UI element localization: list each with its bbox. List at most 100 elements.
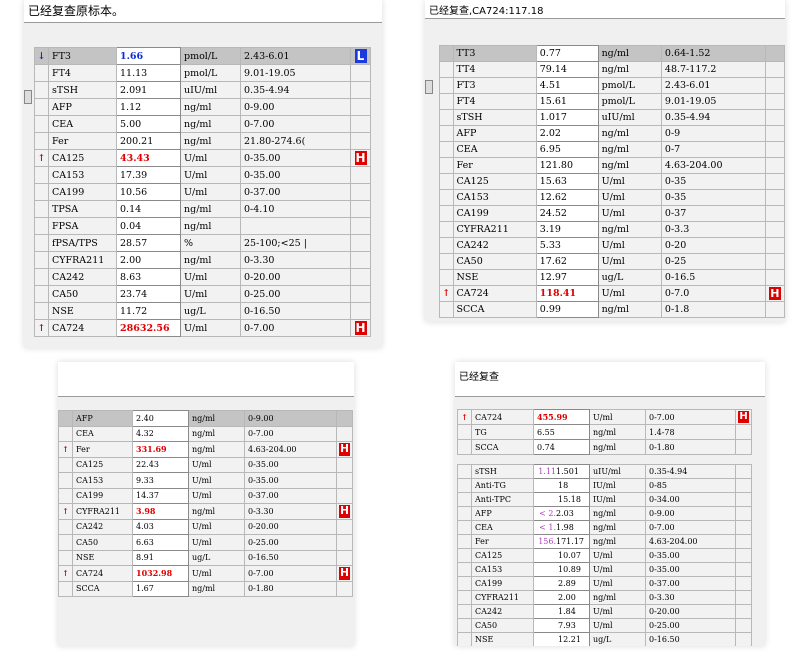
result-row-ca724[interactable]: ↑ CA724 1032.98 U/ml 0-7.00 H (58, 565, 353, 582)
test-value[interactable]: < 1.1.98 (533, 520, 590, 535)
test-value[interactable]: 79.14 (535, 61, 599, 78)
test-value[interactable]: 331.69 (132, 441, 189, 458)
result-row-ca242[interactable]: CA242 5.33 U/ml 0-20 (439, 237, 785, 254)
result-row-cea[interactable]: CEA 4.32 ng/ml 0-7.00 (58, 425, 353, 442)
result-row-cea[interactable]: CEA 5.00 ng/ml 0-7.00 (34, 115, 371, 133)
result-row-ca153[interactable]: CA153 9.33 U/ml 0-35.00 (58, 472, 353, 489)
result-row-tt4[interactable]: TT4 79.14 ng/ml 48.7-117.2 (439, 61, 785, 78)
test-value[interactable]: 5.33 (535, 237, 599, 254)
result-row-fer[interactable]: ↑ Fer 331.69 ng/ml 4.63-204.00 H (58, 441, 353, 458)
result-row-tpsa[interactable]: TPSA 0.14 ng/ml 0-4.10 (34, 200, 371, 218)
result-row-cyfra211[interactable]: ↑ CYFRA211 3.98 ng/ml 0-3.30 H (58, 503, 353, 520)
test-value[interactable]: 200.21 (116, 132, 181, 150)
test-value[interactable]: 11.72 (116, 302, 181, 320)
result-row-ca153[interactable]: CA153 10.89 U/ml 0-35.00 (457, 562, 752, 577)
test-value[interactable]: 22.43 (132, 456, 189, 473)
result-row-ca125[interactable]: CA125 10.07 U/ml 0-35.00 (457, 548, 752, 563)
result-row-nse[interactable]: NSE 8.91 ug/L 0-16.50 (58, 549, 353, 566)
result-row-cyfra211[interactable]: CYFRA211 3.19 ng/ml 0-3.3 (439, 221, 785, 238)
result-row-ca724[interactable]: ↑ CA724 455.99 U/ml 0-7.00 H (457, 409, 752, 425)
test-value[interactable]: 14.37 (132, 487, 189, 504)
test-value[interactable]: 10.56 (116, 183, 181, 201)
result-row-ca724[interactable]: ↑ CA724 28632.56 U/ml 0-7.00 H (34, 319, 371, 337)
result-row-ca50[interactable]: CA50 6.63 U/ml 0-25.00 (58, 534, 353, 551)
test-value[interactable]: 2.00 (116, 251, 181, 269)
result-row-cyfra211[interactable]: CYFRA211 2.00 ng/ml 0-3.30 (457, 590, 752, 605)
result-row-stsh[interactable]: sTSH 2.091 uIU/ml 0.35-4.94 (34, 81, 371, 99)
test-value[interactable]: 1.111.501 (533, 464, 590, 479)
test-value[interactable]: 1.12 (116, 98, 181, 116)
result-row-ft4[interactable]: FT4 11.13 pmol/L 9.01-19.05 (34, 64, 371, 82)
test-value[interactable]: 2.091 (116, 81, 181, 99)
test-value[interactable]: 3.19 (535, 221, 599, 238)
result-row-fer[interactable]: Fer 156.171.17 ng/ml 4.63-204.00 (457, 534, 752, 549)
result-row-ca199[interactable]: CA199 2.89 U/ml 0-37.00 (457, 576, 752, 591)
test-value[interactable]: 6.55 (533, 424, 590, 440)
result-row-tg[interactable]: TG 6.55 ng/ml 1.4-78 (457, 424, 752, 440)
test-value[interactable]: 2.00 (533, 590, 590, 605)
result-row-ft3[interactable]: ↓ FT3 1.66 pmol/L 2.43-6.01 L (34, 47, 371, 65)
test-value[interactable]: 12.21 (533, 632, 590, 646)
test-value[interactable]: 6.63 (132, 534, 189, 551)
test-value[interactable]: 17.62 (535, 253, 599, 270)
test-value[interactable]: 4.32 (132, 425, 189, 442)
result-row-ca125[interactable]: ↑ CA125 43.43 U/ml 0-35.00 H (34, 149, 371, 167)
test-value[interactable]: 28.57 (116, 234, 181, 252)
result-row-afp[interactable]: AFP < 2.2.03 ng/ml 0-9.00 (457, 506, 752, 521)
test-value[interactable]: 1.66 (116, 47, 181, 65)
result-row-afp[interactable]: AFP 1.12 ng/ml 0-9.00 (34, 98, 371, 116)
test-value[interactable]: 2.89 (533, 576, 590, 591)
result-row-nse[interactable]: NSE 12.97 ug/L 0-16.5 (439, 269, 785, 286)
result-row-ca125[interactable]: CA125 15.63 U/ml 0-35 (439, 173, 785, 190)
test-value[interactable]: 1032.98 (132, 565, 189, 582)
test-value[interactable]: 1.017 (535, 109, 599, 126)
result-row-stsh[interactable]: sTSH 1.017 uIU/ml 0.35-4.94 (439, 109, 785, 126)
result-row-ca199[interactable]: CA199 14.37 U/ml 0-37.00 (58, 487, 353, 504)
left-scroll-handle[interactable] (24, 90, 32, 104)
result-row-scca[interactable]: SCCA 1.67 ng/ml 0-1.80 (58, 580, 353, 597)
test-value[interactable]: 10.89 (533, 562, 590, 577)
test-value[interactable]: 23.74 (116, 285, 181, 303)
test-value[interactable]: 8.63 (116, 268, 181, 286)
test-value[interactable]: 121.80 (535, 157, 599, 174)
test-value[interactable]: 8.91 (132, 549, 189, 566)
result-row-ca50[interactable]: CA50 17.62 U/ml 0-25 (439, 253, 785, 270)
test-value[interactable]: 0.04 (116, 217, 181, 235)
test-value[interactable]: 3.98 (132, 503, 189, 520)
result-row-ca125[interactable]: CA125 22.43 U/ml 0-35.00 (58, 456, 353, 473)
result-row-afp[interactable]: AFP 2.02 ng/ml 0-9 (439, 125, 785, 142)
result-row-anti-tpc[interactable]: Anti-TPC 15.18 IU/ml 0-34.00 (457, 492, 752, 507)
result-row-nse[interactable]: NSE 12.21 ug/L 0-16.50 (457, 632, 752, 646)
test-value[interactable]: 43.43 (116, 149, 181, 167)
test-value[interactable]: 9.33 (132, 472, 189, 489)
result-row-ca50[interactable]: CA50 23.74 U/ml 0-25.00 (34, 285, 371, 303)
result-row-ca153[interactable]: CA153 12.62 U/ml 0-35 (439, 189, 785, 206)
result-row-ca199[interactable]: CA199 10.56 U/ml 0-37.00 (34, 183, 371, 201)
result-row-scca[interactable]: SCCA 0.99 ng/ml 0-1.8 (439, 301, 785, 318)
test-value[interactable]: 2.02 (535, 125, 599, 142)
test-value[interactable]: 4.51 (535, 77, 599, 94)
test-value[interactable]: 455.99 (533, 409, 590, 425)
test-value[interactable]: 12.62 (535, 189, 599, 206)
test-value[interactable]: 1.84 (533, 604, 590, 619)
result-row-afp[interactable]: AFP 2.40 ng/ml 0-9.00 (58, 410, 353, 427)
test-value[interactable]: 10.07 (533, 548, 590, 563)
result-row-ca724[interactable]: ↑ CA724 118.41 U/ml 0-7.0 H (439, 285, 785, 302)
result-row-nse[interactable]: NSE 11.72 ug/L 0-16.50 (34, 302, 371, 320)
result-row-ca50[interactable]: CA50 7.93 U/ml 0-25.00 (457, 618, 752, 633)
result-row-fpsa[interactable]: FPSA 0.04 ng/ml (34, 217, 371, 235)
test-value[interactable]: 118.41 (535, 285, 599, 302)
test-value[interactable]: 0.14 (116, 200, 181, 218)
test-value[interactable]: 12.97 (535, 269, 599, 286)
test-value[interactable]: 7.93 (533, 618, 590, 633)
test-value[interactable]: 15.61 (535, 93, 599, 110)
test-value[interactable]: 156.171.17 (533, 534, 590, 549)
test-value[interactable]: 0.77 (535, 45, 599, 62)
test-value[interactable]: 4.03 (132, 518, 189, 535)
result-row-ca153[interactable]: CA153 17.39 U/ml 0-35.00 (34, 166, 371, 184)
test-value[interactable]: 1.67 (132, 580, 189, 597)
test-value[interactable]: 18 (533, 478, 590, 493)
result-row-anti-tg[interactable]: Anti-TG 18 IU/ml 0-85 (457, 478, 752, 493)
result-row-cea[interactable]: CEA < 1.1.98 ng/ml 0-7.00 (457, 520, 752, 535)
test-value[interactable]: 24.52 (535, 205, 599, 222)
